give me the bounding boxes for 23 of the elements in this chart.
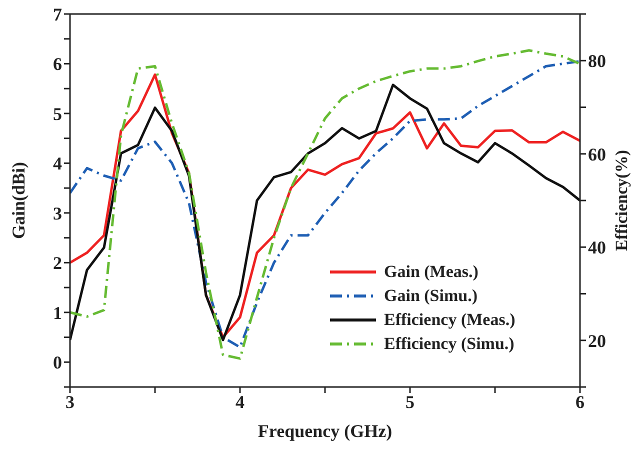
y-tick-label: 4 bbox=[53, 154, 62, 174]
y-tick-label: 6 bbox=[53, 54, 62, 74]
x-tick-label: 3 bbox=[66, 392, 74, 412]
y2-tick-label: 60 bbox=[588, 144, 606, 164]
y2-tick-label: 20 bbox=[588, 330, 606, 351]
y-tick-label: 7 bbox=[53, 4, 62, 24]
y-tick-label: 5 bbox=[53, 104, 62, 124]
legend-label: Efficiency (Meas.) bbox=[384, 310, 516, 330]
x-tick-label: 5 bbox=[406, 392, 414, 412]
y2-axis-title: Efficiency(%) bbox=[612, 150, 632, 252]
y-tick-label: 3 bbox=[53, 203, 62, 224]
legend-label: Gain (Simu.) bbox=[384, 286, 478, 306]
x-axis-title: Frequency (GHz) bbox=[258, 421, 392, 441]
y-axis-title: Gain(dBi) bbox=[8, 162, 28, 240]
y2-tick-label: 40 bbox=[588, 238, 606, 258]
y-tick-label: 1 bbox=[53, 302, 62, 323]
legend-label: Efficiency (Simu.) bbox=[384, 334, 514, 354]
x-tick-label: 6 bbox=[576, 392, 584, 412]
x-tick-label: 4 bbox=[236, 392, 244, 412]
y-tick-label: 2 bbox=[53, 253, 62, 274]
y-tick-label: 0 bbox=[53, 352, 62, 373]
legend-label: Gain (Meas.) bbox=[384, 262, 478, 282]
y2-tick-label: 80 bbox=[588, 51, 606, 72]
